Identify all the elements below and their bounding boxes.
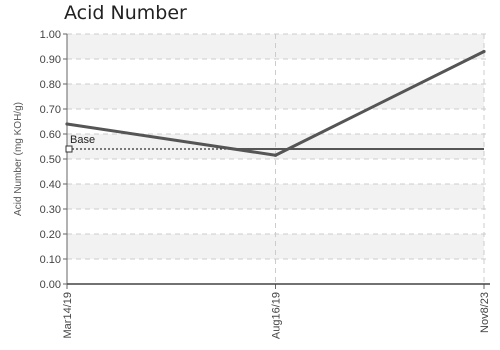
y-tick-label: 0.40 bbox=[40, 179, 61, 191]
grid-band bbox=[67, 84, 484, 109]
y-tick-label: 1.00 bbox=[40, 29, 61, 41]
data-point bbox=[482, 49, 486, 54]
y-tick-label: 0.30 bbox=[40, 204, 61, 216]
axes bbox=[63, 33, 490, 289]
x-tick-label: Mar14/19 bbox=[62, 292, 74, 338]
x-tick-label: Nov8/23 bbox=[479, 292, 491, 333]
data-point bbox=[273, 153, 278, 157]
background-bands bbox=[67, 34, 484, 259]
x-tick-label: Aug16/19 bbox=[271, 292, 283, 339]
tick-labels: 0.00 0.10 0.20 0.30 0.40 0.50 0.60 0.70 0.80 0.90… bbox=[40, 29, 491, 339]
y-axis-label: Acid Number (mg KOH/g) bbox=[13, 102, 24, 216]
y-tick-label: 0.50 bbox=[40, 154, 61, 166]
baseline-label: Base bbox=[70, 134, 95, 146]
y-tick-label: 0.60 bbox=[40, 129, 61, 141]
data-point bbox=[65, 122, 69, 126]
baseline-group: Base bbox=[65, 134, 484, 153]
y-tick-label: 0.20 bbox=[40, 229, 61, 241]
grid-band bbox=[67, 234, 484, 259]
chart-title: Acid Number bbox=[64, 2, 187, 24]
y-tick-label: 0.90 bbox=[40, 54, 61, 66]
baseline-marker bbox=[65, 145, 73, 153]
series-group bbox=[65, 49, 486, 157]
y-tick-label: 0.10 bbox=[40, 254, 61, 266]
y-tick-label: 0.00 bbox=[40, 279, 61, 291]
y-tick-label: 0.80 bbox=[40, 79, 61, 91]
y-tick-label: 0.70 bbox=[40, 104, 61, 116]
